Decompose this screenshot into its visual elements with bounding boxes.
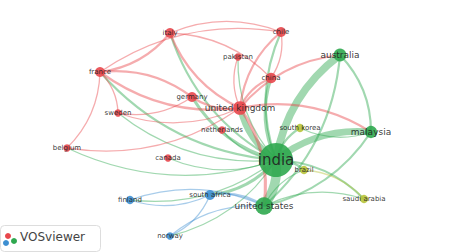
svg-text:saudi arabia: saudi arabia [342,195,385,203]
svg-text:united states: united states [234,201,293,211]
svg-text:germany: germany [176,93,207,101]
svg-text:south africa: south africa [189,191,231,199]
svg-text:malaysia: malaysia [351,127,391,137]
svg-text:pakistan: pakistan [223,53,253,61]
svg-text:VOSviewer: VOSviewer [20,230,85,244]
svg-text:australia: australia [320,50,359,60]
svg-text:belgium: belgium [53,144,82,152]
svg-text:chile: chile [273,28,289,36]
svg-text:brazil: brazil [294,166,313,174]
svg-text:sweden: sweden [105,109,132,117]
svg-text:netherlands: netherlands [201,126,243,134]
svg-text:south korea: south korea [279,124,320,132]
svg-text:china: china [262,74,281,82]
svg-text:canada: canada [155,154,181,162]
svg-text:norway: norway [157,232,183,240]
svg-text:india: india [258,151,295,169]
svg-text:united kingdom: united kingdom [205,103,276,113]
svg-text:france: france [89,68,111,76]
svg-text:italy: italy [162,29,177,37]
svg-text:finland: finland [118,196,142,204]
